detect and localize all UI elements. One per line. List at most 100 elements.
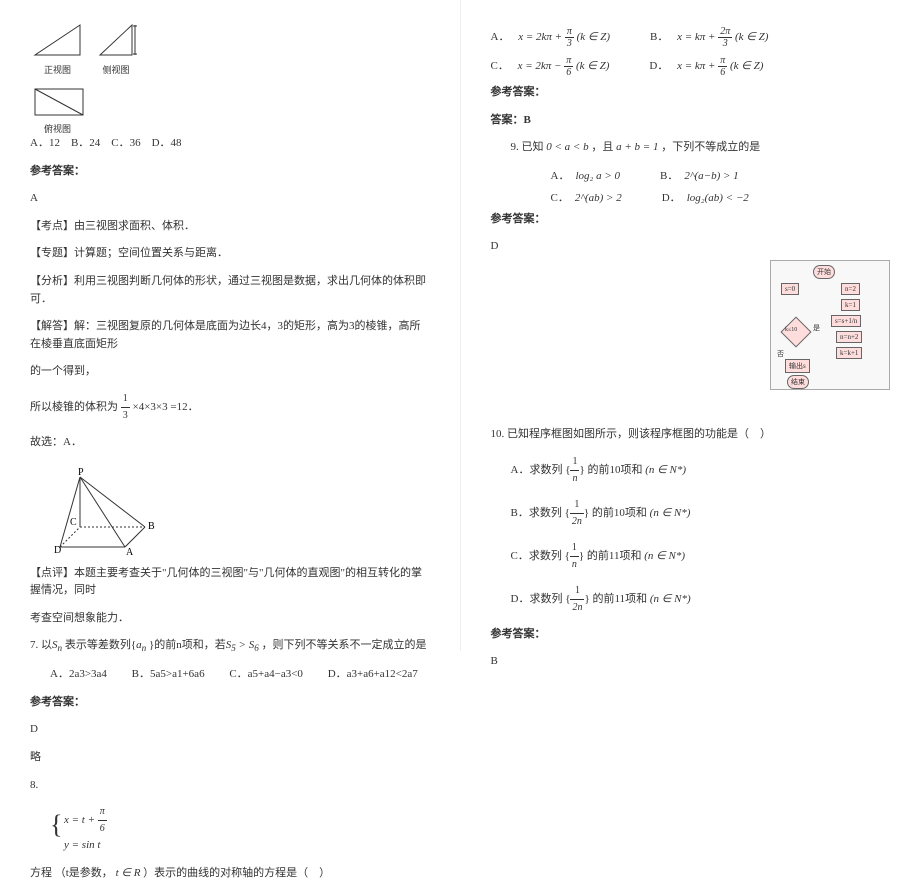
pyramid-figure: P D A B C <box>30 467 160 557</box>
q8-eq1-6: 6 <box>98 821 107 837</box>
q10D-2n: 2n <box>570 600 584 616</box>
q9-s2: ，且 <box>591 141 613 153</box>
q8-eq1-a: x = t + <box>64 814 95 826</box>
jieda-3: 所以棱锥的体积为 13 ×4×3×3 =12． <box>30 391 430 424</box>
optC-letter: C． <box>491 60 509 72</box>
answer-10: B <box>491 653 891 671</box>
q10D-suf: 的前11项和 <box>593 593 648 605</box>
q8-option-C: C． x = 2kπ − π6 (k ∈ Z) <box>491 55 610 78</box>
fraction-1-3: 13 <box>121 391 130 424</box>
dianping-1: 【点评】本题主要考查关于"几何体的三视图"与"几何体的直观图"的相互转化的掌握情… <box>30 565 430 600</box>
fenxi-text: 利用三视图判断几何体的形状，通过三视图是数据，求出几何体的体积即可． <box>30 275 426 305</box>
q10C-cond: (n ∈ N*) <box>644 550 685 562</box>
zhuanti-text: 计算题；空间位置关系与距离． <box>74 247 228 259</box>
zhuanti-label: 【专题】 <box>30 247 74 259</box>
q7-s2: }的前n项和，若 <box>149 639 226 651</box>
q9B-text: 2^(a−b) > 1 <box>684 170 738 182</box>
optA-letter: A． <box>491 31 510 43</box>
optC-pre: x = 2kπ − <box>518 60 562 72</box>
flow-out: 输出s <box>785 359 810 373</box>
optC-6: 6 <box>564 67 573 78</box>
jieda3-suffix: =12． <box>170 401 198 413</box>
top-view-group: 俯视图 <box>30 84 430 135</box>
vertex-B: B <box>148 521 155 532</box>
flow-body: s=s+1/n <box>831 315 861 327</box>
q8-num: 8. <box>30 777 430 795</box>
optB-pre: x = kπ + <box>677 31 715 43</box>
q8-tR: t ∈ R <box>116 867 141 879</box>
q7-stem: 7. 以Sn 表示等差数列{an }的前n项和，若S5 > S6 ，则下列不等关… <box>30 637 430 656</box>
q9-row1: A．log₂ a > 0 B．2^(a−b) > 1 <box>551 167 891 183</box>
q8-options-row2: C． x = 2kπ − π6 (k ∈ Z) D． x = kπ + π6 (… <box>491 55 891 78</box>
q8-options-row1: A． x = 2kπ + π3 (k ∈ Z) B． x = kπ + 2π3 … <box>491 26 891 49</box>
flow-yes: 是 <box>813 323 820 333</box>
q10A-suf: 的前10项和 <box>588 464 643 476</box>
vertex-D: D <box>54 545 61 556</box>
optD-letter: D． <box>649 60 668 72</box>
q8-option-A: A． x = 2kπ + π3 (k ∈ Z) <box>491 26 611 49</box>
q8-eq2: y = sin t <box>64 837 430 855</box>
q9-option-B: B．2^(a−b) > 1 <box>660 167 739 183</box>
flow-cond: k≤10 <box>785 327 797 333</box>
q8-option-D: D． x = kπ + π6 (k ∈ Z) <box>649 55 763 78</box>
q6-options: A．12 B．24 C．36 D．48 <box>30 135 430 153</box>
q9-s1: 9. 已知 <box>511 141 544 153</box>
jieda-2: 的一个得到， <box>30 363 430 381</box>
ref-answer-label-10: 参考答案： <box>491 626 891 644</box>
q10D-cond: (n ∈ N*) <box>650 593 691 605</box>
q10C-1: 1 <box>570 540 579 557</box>
right-column: A． x = 2kπ + π3 (k ∈ Z) B． x = kπ + 2π3 … <box>461 0 920 651</box>
q10B-1: 1 <box>570 497 584 514</box>
answer-6: A <box>30 190 430 208</box>
q9A-letter: A． <box>551 170 570 182</box>
q9D-text: log₂(ab) < −2 <box>687 192 749 204</box>
q8-eq1-pi: π <box>98 804 107 821</box>
flow-init3: k=1 <box>841 299 860 311</box>
ref-answer-label-8: 参考答案： <box>491 84 891 102</box>
q10B-suf: 的前10项和 <box>592 507 647 519</box>
optA-pi: π <box>565 26 574 38</box>
kaodian-text: 由三视图求面积、体积． <box>74 220 195 232</box>
answer-7: D <box>30 721 430 739</box>
dianping-label: 【点评】 <box>30 567 74 579</box>
q9-cond: 0 < a < b <box>546 141 588 153</box>
flow-step1: n=n+2 <box>836 331 862 343</box>
optB-2pi: 2π <box>718 26 732 38</box>
zhuanti: 【专题】计算题；空间位置关系与距离． <box>30 245 430 263</box>
vertex-A: A <box>126 547 134 557</box>
q7-C: C．a5+a4−a3<0 <box>229 668 303 680</box>
q8-tail: 方程 （t是参数， t ∈ R ）表示的曲线的对称轴的方程是（ ） <box>30 865 430 882</box>
q8-suffix1: （t是参数， <box>55 867 113 879</box>
q10C-suf: 的前11项和 <box>587 550 642 562</box>
optC-suf: (k ∈ Z) <box>576 60 609 72</box>
q7-A: A．2a3>3a4 <box>50 668 107 680</box>
fangcheng: 方程 <box>30 867 52 879</box>
answer-9: D <box>491 238 891 256</box>
q10B-cond: (n ∈ N*) <box>650 507 691 519</box>
optD-6: 6 <box>718 67 727 78</box>
jieda-text-1: 解：三视图复原的几何体是底面为边长4，3的矩形，高为3的棱锥，高所在棱垂直底面矩… <box>30 320 421 350</box>
q9-option-A: A．log₂ a > 0 <box>551 167 621 183</box>
top-view-rect <box>30 84 85 119</box>
q10-option-B: B．求数列 {12n} 的前10项和 (n ∈ N*) <box>511 497 891 530</box>
optB-letter: B． <box>650 31 668 43</box>
q10C-n: n <box>570 557 579 573</box>
q9-option-C: C．2^(ab) > 2 <box>551 189 622 205</box>
optD-pi: π <box>718 55 727 67</box>
brace-icon: { <box>50 804 62 846</box>
optD-suf: (k ∈ Z) <box>730 60 763 72</box>
q9D-letter: D． <box>662 192 681 204</box>
optB-3: 3 <box>718 38 732 49</box>
left-column: 正视图 侧视图 俯视图 A．12 B．24 C．36 D．48 参考答案： A <box>0 0 461 651</box>
q8-option-B: B． x = kπ + 2π3 (k ∈ Z) <box>650 26 768 49</box>
ref-answer-label-7: 参考答案： <box>30 694 430 712</box>
flow-init2: n=2 <box>841 283 860 295</box>
q9-row2: C．2^(ab) > 2 D． log₂(ab) < −2 <box>551 189 891 205</box>
q8-eq1: x = t + π6 <box>64 804 430 837</box>
optB-suf: (k ∈ Z) <box>735 31 768 43</box>
optC-pi: π <box>564 55 573 67</box>
q7-s3: ，则下列不等关系不一定成立的是 <box>262 639 427 651</box>
q7-D: D．a3+a6+a12<2a7 <box>328 668 418 680</box>
ref-answer-label-9: 参考答案： <box>491 211 891 229</box>
q10-option-C: C．求数列 {1n} 的前11项和 (n ∈ N*) <box>511 540 891 573</box>
